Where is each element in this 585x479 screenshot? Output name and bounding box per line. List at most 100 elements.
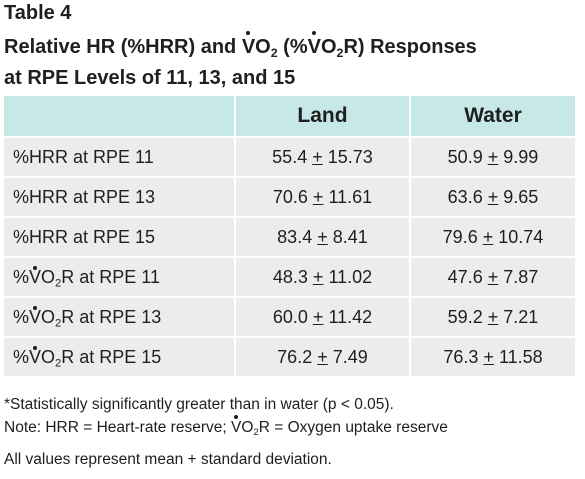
sd-value: 11.58 xyxy=(498,346,543,367)
water-value: 79.6 + 10.74 xyxy=(410,216,575,257)
title-text: Relative HR (%HRR) and xyxy=(4,36,242,58)
row-label-text: %HRR at RPE 11 xyxy=(13,146,154,167)
water-value: 47.6 + 7.87 xyxy=(410,256,575,297)
plus-minus-symbol: + xyxy=(487,306,499,327)
row-label: %HRR at RPE 13 xyxy=(4,176,236,217)
row-label-text: % xyxy=(13,266,30,287)
sd-value: 9.99 xyxy=(503,146,539,167)
mean-value: 55.4 xyxy=(272,146,308,167)
land-value: 55.4 + 15.73 xyxy=(235,136,411,177)
land-value: 60.0 + 11.42 xyxy=(235,296,411,337)
row-label-text: %HRR at RPE 15 xyxy=(13,226,156,247)
vdot-symbol: V xyxy=(242,31,255,63)
sd-value: 10.74 xyxy=(498,226,544,247)
land-value: 83.4 + 8.41 xyxy=(235,216,411,257)
header-water: Water xyxy=(410,96,575,137)
plus-minus-symbol: + xyxy=(317,346,328,367)
subscript: 2 xyxy=(336,45,344,60)
row-label-text: R at RPE 11 xyxy=(61,266,160,287)
plus-minus-symbol: + xyxy=(487,186,499,207)
values-note: All values represent mean + standard dev… xyxy=(4,451,332,468)
sd-value: 8.41 xyxy=(332,226,368,247)
water-value: 76.3 + 11.58 xyxy=(410,336,575,376)
row-label: %HRR at RPE 11 xyxy=(4,136,236,177)
water-value: 59.2 + 7.21 xyxy=(410,296,575,337)
sd-value: 15.73 xyxy=(327,146,373,167)
title-text: O xyxy=(320,36,337,58)
vdot-symbol: V xyxy=(29,305,42,327)
plus-minus-symbol: + xyxy=(317,226,328,247)
row-label-text: O xyxy=(41,266,56,287)
title-text: R) Responses xyxy=(343,36,477,58)
table-row: %HRR at RPE 15 83.4 + 8.41 79.6 + 10.74 xyxy=(4,216,575,257)
table-label: Table 4 xyxy=(4,2,72,24)
mean-value: 79.6 xyxy=(442,226,478,247)
sd-value: 11.61 xyxy=(328,186,373,207)
plus-minus-symbol: + xyxy=(487,146,499,167)
sd-value: 7.21 xyxy=(503,306,539,327)
mean-value: 50.9 xyxy=(447,146,483,167)
row-label-text: % xyxy=(13,306,30,327)
note-text: R = Oxygen uptake reserve xyxy=(258,419,448,436)
row-label-text: O xyxy=(41,306,56,327)
row-label-text: % xyxy=(13,346,30,367)
mean-value: 48.3 xyxy=(272,266,308,287)
mean-value: 47.6 xyxy=(447,266,483,287)
vdot-symbol: V xyxy=(308,31,321,63)
plus-minus-symbol: + xyxy=(312,186,324,207)
row-label-text: %HRR at RPE 13 xyxy=(13,186,156,207)
mean-value: 60.0 xyxy=(272,306,308,327)
sd-value: 11.02 xyxy=(328,266,373,287)
sd-value: 11.42 xyxy=(328,306,373,327)
row-label-text: O xyxy=(41,346,56,367)
subscript: 2 xyxy=(270,45,278,60)
mean-value: 63.6 xyxy=(447,186,483,207)
plus-minus-symbol: + xyxy=(312,146,323,167)
title-text: (% xyxy=(277,36,308,58)
land-value: 70.6 + 11.61 xyxy=(235,176,411,217)
table-row: %VO2R at RPE 11 48.3 + 11.02 47.6 + 7.87 xyxy=(4,256,575,297)
title-text: O xyxy=(255,36,271,58)
sd-value: 9.65 xyxy=(503,186,539,207)
mean-value: 76.3 xyxy=(443,346,479,367)
water-value: 63.6 + 9.65 xyxy=(410,176,575,217)
subscript: 2 xyxy=(55,357,62,370)
mean-value: 70.6 xyxy=(272,186,308,207)
plus-minus-symbol: + xyxy=(482,226,494,247)
table-title: Relative HR (%HRR) and VO2 (%VO2R) Respo… xyxy=(4,31,579,94)
table-notes: *Statistically significantly greater tha… xyxy=(4,393,579,471)
header-land: Land xyxy=(235,96,411,137)
mean-value: 76.2 xyxy=(277,346,313,367)
row-label: %HRR at RPE 15 xyxy=(4,216,236,257)
table-row: %HRR at RPE 11 55.4 + 15.73 50.9 + 9.99 xyxy=(4,136,575,177)
results-table: Land Water %HRR at RPE 11 55.4 + 15.73 50.… xyxy=(4,96,575,376)
mean-value: 83.4 xyxy=(277,226,313,247)
vdot-symbol: V xyxy=(29,345,42,367)
significance-note: *Statistically significantly greater tha… xyxy=(4,396,394,413)
plus-minus-symbol: + xyxy=(483,346,494,367)
row-label-text: R at RPE 13 xyxy=(61,306,162,327)
vdot-symbol: V xyxy=(231,415,241,439)
row-label-text: R at RPE 15 xyxy=(61,346,162,367)
plus-minus-symbol: + xyxy=(487,266,499,287)
table-row: %VO2R at RPE 15 76.2 + 7.49 76.3 + 11.58 xyxy=(4,336,575,376)
row-label: %VO2R at RPE 15 xyxy=(4,336,236,376)
plus-minus-symbol: + xyxy=(312,266,324,287)
row-label: %VO2R at RPE 11 xyxy=(4,256,236,297)
abbreviation-note: Note: HRR = Heart-rate reserve; VO2R = O… xyxy=(4,415,579,439)
subscript: 2 xyxy=(55,277,62,290)
title-line-2: at RPE Levels of 11, 13, and 15 xyxy=(4,67,296,89)
note-text: Note: HRR = Heart-rate reserve; xyxy=(4,419,231,436)
sd-value: 7.87 xyxy=(503,266,539,287)
table-row: %VO2R at RPE 13 60.0 + 11.42 59.2 + 7.21 xyxy=(4,296,575,337)
vdot-symbol: V xyxy=(29,265,42,287)
land-value: 76.2 + 7.49 xyxy=(235,336,411,376)
table-row: %HRR at RPE 13 70.6 + 11.61 63.6 + 9.65 xyxy=(4,176,575,217)
land-value: 48.3 + 11.02 xyxy=(235,256,411,297)
water-value: 50.9 + 9.99 xyxy=(410,136,575,177)
row-label: %VO2R at RPE 13 xyxy=(4,296,236,337)
header-row: Land Water xyxy=(4,96,575,137)
subscript: 2 xyxy=(55,317,62,330)
subscript: 2 xyxy=(253,427,259,439)
